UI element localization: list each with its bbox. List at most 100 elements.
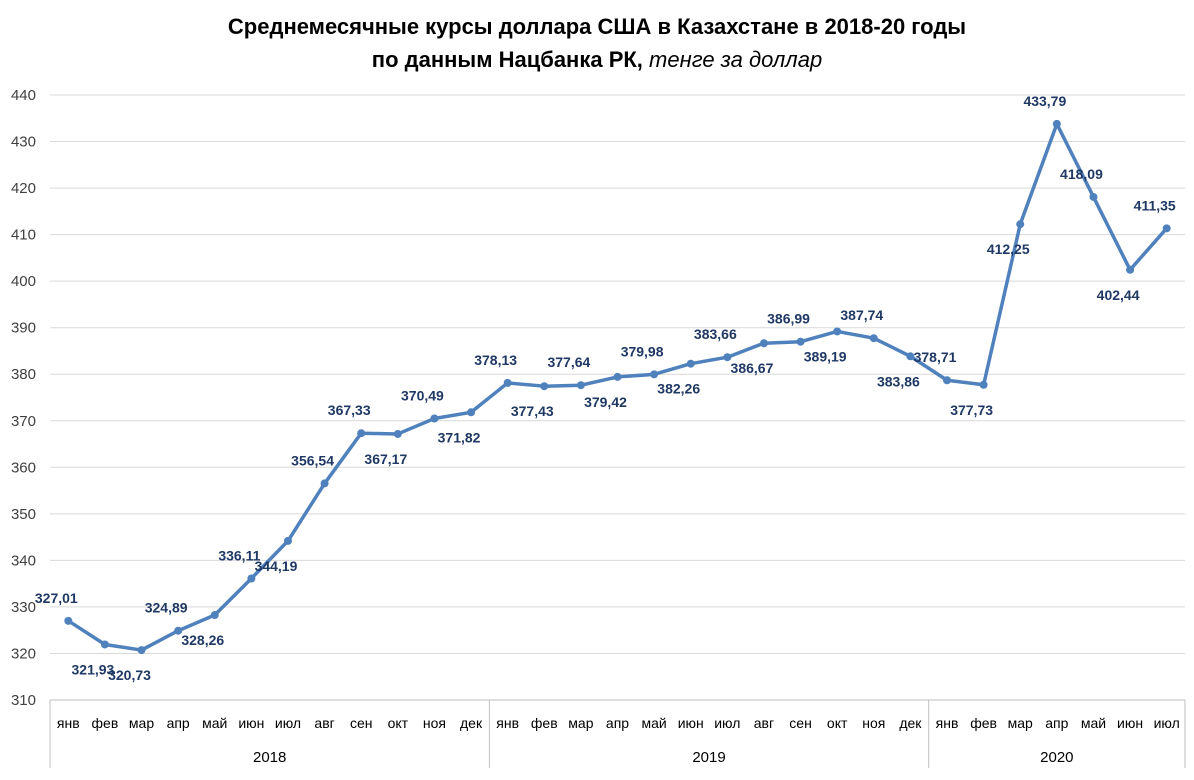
data-point xyxy=(430,414,439,423)
chart-title-line2: по данным Нацбанка РК, тенге за доллар xyxy=(0,43,1194,76)
data-point xyxy=(796,337,805,346)
data-label: 387,74 xyxy=(840,307,883,323)
data-label: 328,26 xyxy=(181,632,224,648)
x-tick-label: ноя xyxy=(423,715,446,731)
x-tick-label: окт xyxy=(827,715,848,731)
data-label: 412,25 xyxy=(987,241,1030,257)
x-tick-label: апр xyxy=(167,715,190,731)
y-tick-label: 340 xyxy=(11,552,36,569)
data-point xyxy=(1016,220,1025,229)
data-point xyxy=(357,429,366,438)
data-point xyxy=(613,372,622,381)
data-point xyxy=(759,339,768,348)
data-label: 371,82 xyxy=(438,429,481,445)
x-tick-label: дек xyxy=(899,715,922,731)
data-label: 383,86 xyxy=(877,373,920,389)
data-point xyxy=(137,646,146,655)
data-label: 377,64 xyxy=(547,354,590,370)
y-tick-label: 430 xyxy=(11,134,36,151)
data-point xyxy=(503,378,512,387)
x-tick-label: июл xyxy=(714,715,740,731)
x-tick-label: мар xyxy=(568,715,593,731)
data-point xyxy=(247,574,256,583)
data-point xyxy=(869,334,878,343)
data-label: 379,98 xyxy=(621,343,664,359)
x-tick-label: янв xyxy=(496,715,519,731)
x-tick-label: фев xyxy=(970,715,997,731)
data-label: 367,33 xyxy=(328,402,371,418)
y-tick-label: 320 xyxy=(11,645,36,662)
data-point xyxy=(686,359,695,368)
x-tick-label: июн xyxy=(1117,715,1143,731)
x-tick-label: окт xyxy=(388,715,409,731)
x-tick-label: фев xyxy=(531,715,558,731)
data-point xyxy=(906,352,915,361)
data-point xyxy=(100,640,109,649)
x-tick-label: янв xyxy=(936,715,959,731)
data-point xyxy=(64,616,73,625)
chart-title-unit: тенге за доллар xyxy=(649,47,823,72)
x-tick-label: май xyxy=(641,715,666,731)
data-point xyxy=(1089,192,1098,201)
series-line xyxy=(66,122,1169,652)
x-tick-label: ноя xyxy=(862,715,885,731)
y-tick-label: 330 xyxy=(11,599,36,616)
data-label: 378,71 xyxy=(914,349,957,365)
data-point xyxy=(979,380,988,389)
x-tick-label: сен xyxy=(350,715,373,731)
x-tick-label: дек xyxy=(460,715,483,731)
data-label: 320,73 xyxy=(108,667,151,683)
x-tick-label: сен xyxy=(789,715,812,731)
x-tick-label: июн xyxy=(238,715,264,731)
data-label: 370,49 xyxy=(401,387,444,403)
chart-title-line1: Среднемесячные курсы доллара США в Казах… xyxy=(227,14,967,39)
gridlines xyxy=(50,94,1185,654)
x-tick-label: мар xyxy=(129,715,154,731)
data-label: 383,66 xyxy=(694,326,737,342)
data-label: 379,42 xyxy=(584,394,627,410)
data-label: 386,99 xyxy=(767,311,810,327)
data-label: 377,43 xyxy=(511,403,554,419)
y-tick-label: 370 xyxy=(11,413,36,430)
data-point xyxy=(576,381,585,390)
x-tick-label: апр xyxy=(1045,715,1068,731)
data-point xyxy=(320,479,329,488)
y-tick-label: 400 xyxy=(11,273,36,290)
y-tick-label: 420 xyxy=(11,180,36,197)
data-label: 389,19 xyxy=(804,348,847,364)
data-point xyxy=(540,382,549,391)
y-tick-label: 390 xyxy=(11,320,36,337)
data-point xyxy=(210,611,219,620)
data-label: 418,09 xyxy=(1060,166,1103,182)
data-point xyxy=(1052,119,1061,128)
data-label: 356,54 xyxy=(291,452,334,468)
data-label: 411,35 xyxy=(1134,197,1176,213)
data-point xyxy=(833,327,842,336)
data-label: 321,93 xyxy=(72,661,115,677)
data-label: 367,17 xyxy=(364,451,407,467)
data-point xyxy=(174,626,183,635)
y-tick-label: 440 xyxy=(11,87,36,104)
data-point xyxy=(650,370,659,379)
x-tick-label: июл xyxy=(275,715,301,731)
data-label: 386,67 xyxy=(731,360,774,376)
data-point xyxy=(1126,265,1135,274)
data-point xyxy=(467,408,476,417)
data-label: 344,19 xyxy=(255,558,298,574)
data-point xyxy=(393,429,402,438)
x-tick-label: июн xyxy=(678,715,704,731)
x-tick-label: авг xyxy=(314,715,334,731)
y-tick-label: 360 xyxy=(11,459,36,476)
data-label: 324,89 xyxy=(145,600,188,616)
data-point xyxy=(283,536,292,545)
data-label: 402,44 xyxy=(1097,287,1140,303)
x-group-label: 2018 xyxy=(253,749,286,766)
data-label: 327,01 xyxy=(35,590,78,606)
chart-title: Среднемесячные курсы доллара США в Казах… xyxy=(0,10,1194,76)
x-tick-label: июл xyxy=(1154,715,1180,731)
x-group-label: 2019 xyxy=(692,749,725,766)
data-label: 336,11 xyxy=(218,547,260,563)
data-point xyxy=(1162,224,1171,233)
